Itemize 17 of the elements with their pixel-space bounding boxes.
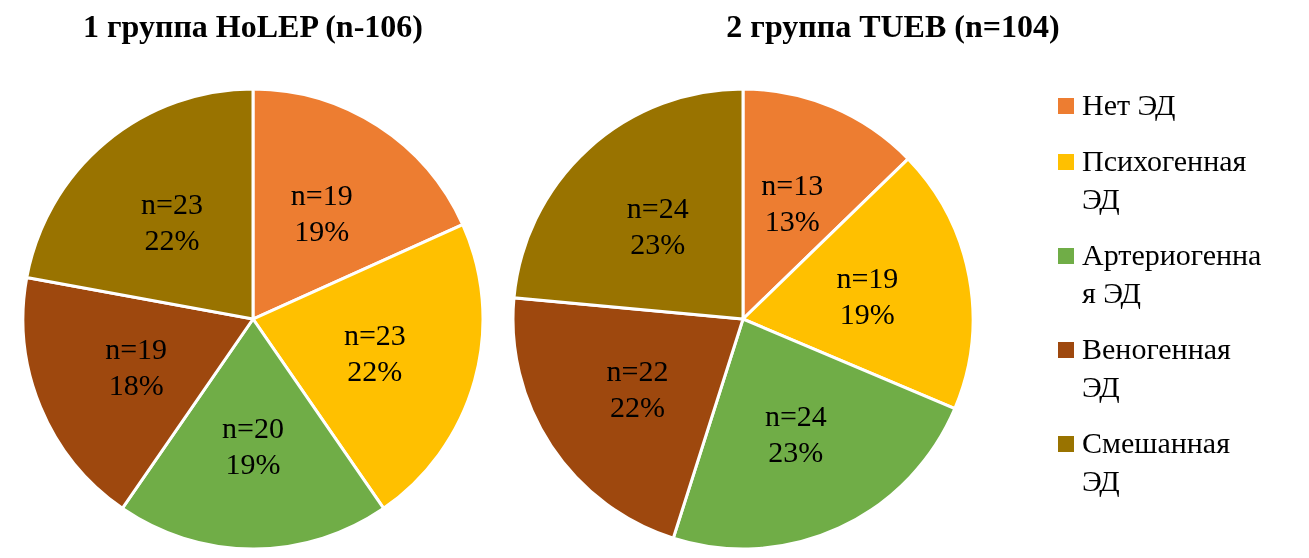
data-label: n=23 22% (141, 186, 203, 256)
data-label: n=24 23% (764, 398, 827, 468)
data-label: n=24 23% (626, 190, 689, 260)
legend-label: Психогенная ЭД (1082, 143, 1248, 217)
data-label: n=19 18% (105, 332, 168, 402)
chart-title: 1 группа HoLEP (n-106) (82, 8, 424, 46)
data-label: n=19 19% (290, 177, 353, 247)
data-label: n=19 19% (836, 260, 899, 330)
legend-label: Нет ЭД (1082, 87, 1177, 123)
legend-label: Смешанная ЭД (1082, 425, 1231, 499)
chart-title: 2 группа TUEB (n=104) (725, 8, 1061, 46)
data-label: n=22 22% (606, 353, 669, 423)
legend-label: Веногенная ЭД (1082, 331, 1232, 405)
data-label: n=13 13% (761, 167, 824, 237)
data-label: n=23 22% (343, 317, 406, 387)
data-label: n=20 19% (222, 410, 284, 480)
legend-label: Артериогенная ЭД (1082, 237, 1263, 311)
